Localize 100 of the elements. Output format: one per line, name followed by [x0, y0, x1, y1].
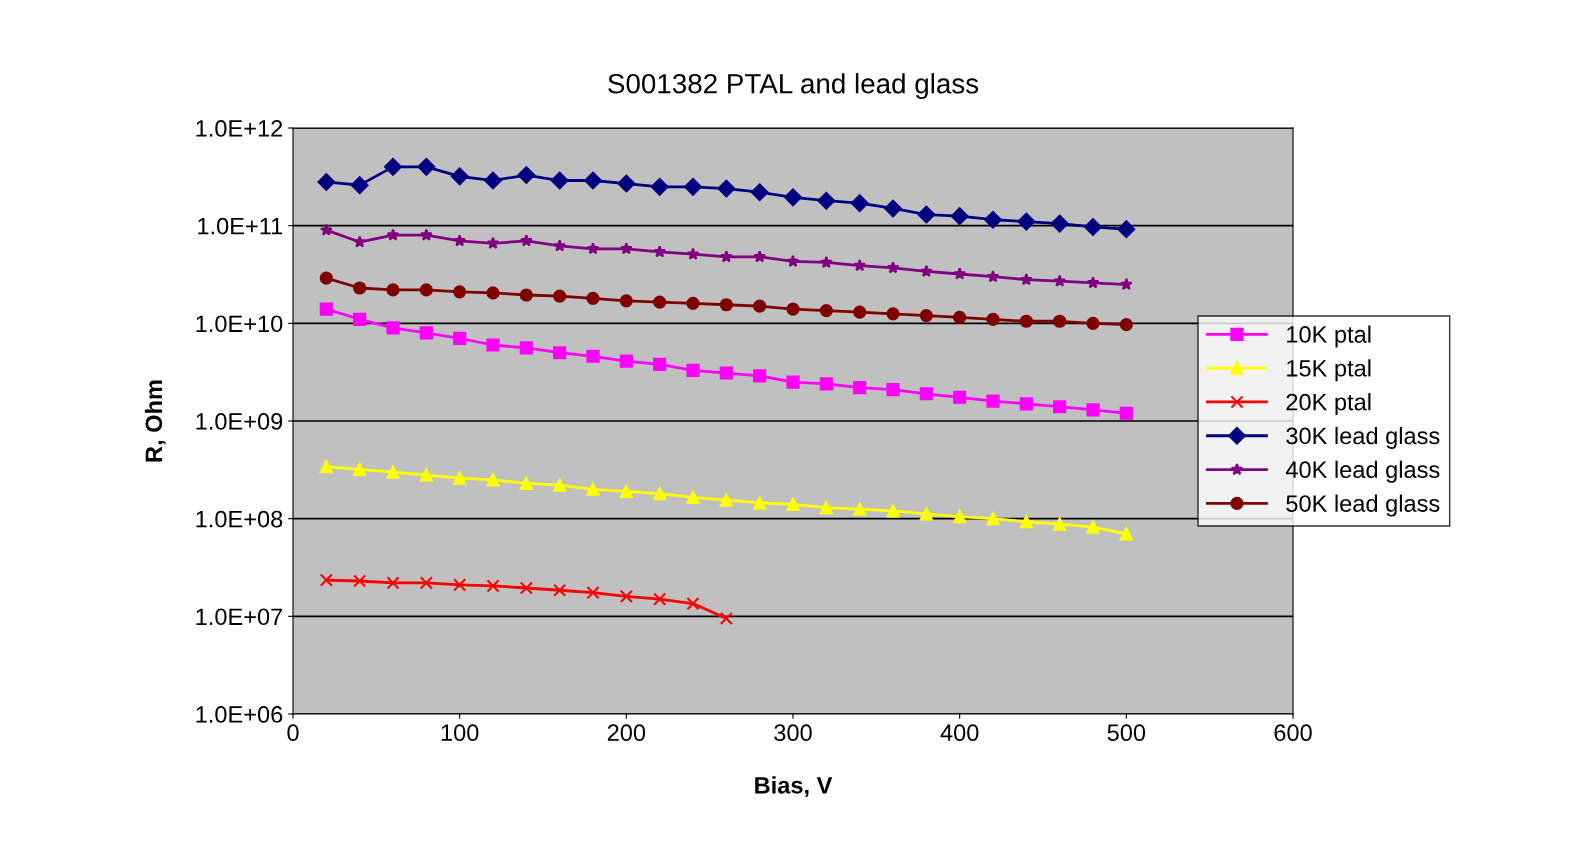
- legend-label: 15K ptal: [1287, 359, 1371, 382]
- y-tick-label: 1.0E+07: [196, 608, 283, 626]
- point: [653, 357, 667, 371]
- point: [719, 366, 733, 380]
- point: [484, 171, 502, 190]
- point: [386, 465, 400, 479]
- point: [553, 583, 567, 597]
- point: [1017, 212, 1036, 231]
- point: [417, 157, 436, 176]
- point: [853, 305, 867, 319]
- point: [986, 394, 1000, 408]
- point: [486, 473, 500, 487]
- point: [686, 296, 700, 310]
- point: [553, 239, 566, 252]
- point: [586, 349, 600, 363]
- point: [553, 346, 567, 360]
- point: [819, 377, 833, 391]
- point: [1086, 276, 1100, 289]
- point: [419, 576, 433, 590]
- point: [1086, 403, 1100, 417]
- point: [386, 228, 400, 241]
- y-axis-title: R, Ohm: [144, 380, 166, 462]
- y-tick-label: 1.0E+08: [196, 510, 283, 528]
- legend-label: 10K ptal: [1287, 325, 1371, 348]
- point: [619, 294, 633, 308]
- point: [850, 194, 869, 213]
- point: [586, 482, 600, 496]
- point: [519, 581, 533, 595]
- chart-title: S001382 PTAL and lead glass: [608, 73, 979, 100]
- point: [620, 242, 633, 255]
- y-tick-label: 1.0E+09: [196, 413, 283, 430]
- point: [1020, 273, 1033, 286]
- point: [453, 471, 467, 485]
- x-tick-label: 600: [1274, 724, 1312, 742]
- point: [853, 259, 866, 272]
- point: [1117, 220, 1136, 239]
- point: [1086, 520, 1100, 534]
- point: [686, 247, 700, 260]
- point: [886, 504, 900, 518]
- point: [653, 592, 667, 606]
- point: [686, 490, 700, 505]
- point: [550, 171, 569, 190]
- point: [919, 507, 933, 521]
- point: [519, 288, 533, 302]
- point: [920, 264, 933, 277]
- point: [650, 177, 669, 196]
- x-tick-label: 500: [1107, 724, 1146, 742]
- y-tick-label: 1.0E+12: [196, 120, 283, 137]
- point: [753, 299, 767, 313]
- point: [719, 298, 733, 312]
- point: [886, 307, 900, 321]
- point: [353, 312, 367, 326]
- point: [886, 261, 900, 274]
- point: [753, 369, 767, 383]
- point: [653, 245, 666, 258]
- point: [450, 167, 469, 186]
- point: [986, 312, 1000, 326]
- y-tick-label: 1.0E+06: [196, 706, 283, 723]
- point: [953, 390, 967, 404]
- point: [553, 478, 567, 492]
- point: [984, 210, 1002, 229]
- point: [486, 338, 500, 352]
- point: [853, 502, 867, 516]
- point: [319, 302, 333, 316]
- point: [1053, 274, 1066, 287]
- point: [653, 295, 667, 309]
- point: [453, 234, 466, 247]
- point: [1120, 277, 1133, 290]
- legend-label: 30K lead glass: [1286, 426, 1440, 449]
- point: [986, 512, 1000, 526]
- x-tick-label: 100: [441, 724, 479, 742]
- point: [1050, 214, 1069, 233]
- point: [453, 285, 467, 299]
- point: [586, 242, 600, 255]
- point: [353, 574, 367, 588]
- point: [553, 289, 567, 303]
- point: [520, 234, 533, 247]
- point: [1019, 515, 1033, 529]
- point: [586, 586, 600, 600]
- point: [386, 321, 400, 335]
- point: [453, 331, 467, 346]
- point: [919, 309, 933, 323]
- point: [819, 500, 833, 515]
- point: [319, 271, 333, 285]
- point: [686, 597, 700, 611]
- point: [950, 207, 969, 226]
- point: [386, 576, 400, 590]
- point: [453, 578, 467, 592]
- point: [753, 250, 766, 263]
- point: [1053, 314, 1067, 328]
- point: [886, 382, 900, 397]
- point: [319, 573, 333, 587]
- x-tick-label: 200: [607, 724, 646, 742]
- point: [350, 176, 369, 195]
- point: [353, 462, 367, 476]
- y-tick-label: 1.0E+11: [198, 217, 283, 235]
- point: [686, 363, 700, 377]
- point: [619, 354, 633, 368]
- point: [419, 283, 433, 297]
- point: [1019, 397, 1033, 411]
